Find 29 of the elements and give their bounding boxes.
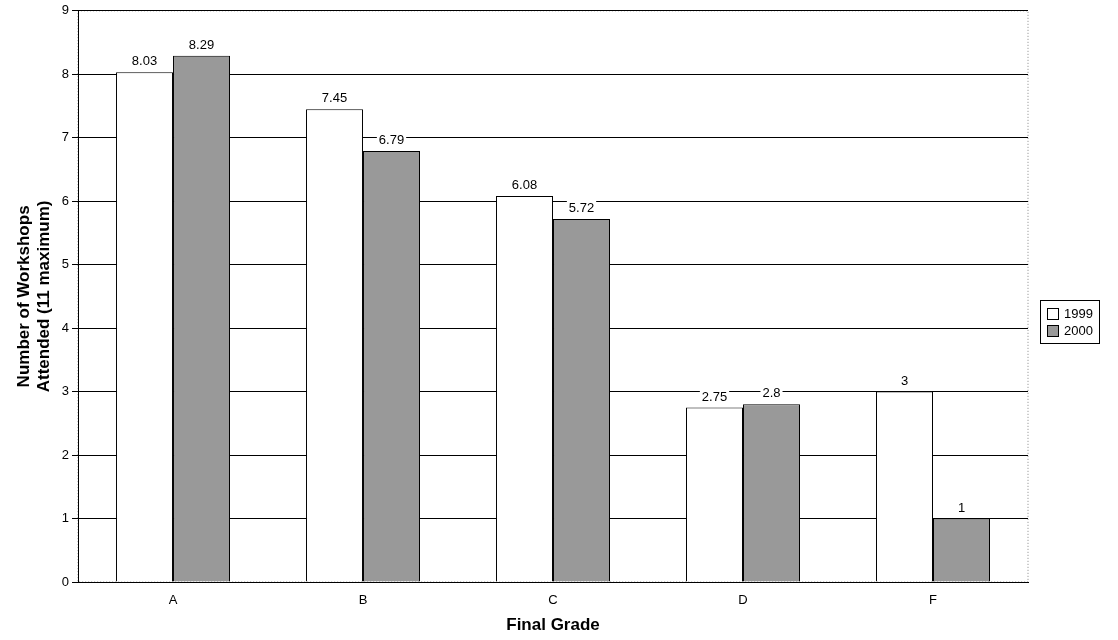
y-tick-label: 8 bbox=[61, 65, 70, 81]
data-label: 1 bbox=[957, 499, 966, 515]
y-tick-label: 1 bbox=[61, 510, 70, 526]
y-tick-label: 2 bbox=[61, 446, 70, 462]
data-label: 8.03 bbox=[131, 53, 158, 69]
y-tick-label: 5 bbox=[61, 256, 70, 272]
x-axis-title: Final Grade bbox=[506, 615, 600, 635]
y-tick-label: 6 bbox=[61, 192, 70, 208]
x-tick-label: D bbox=[738, 592, 748, 608]
x-tick-label: F bbox=[929, 592, 938, 608]
y-tick-label: 0 bbox=[61, 573, 70, 589]
data-label: 2.8 bbox=[762, 385, 781, 401]
y-axis-title: Number of Workshops Attended (11 maximum) bbox=[13, 200, 54, 393]
data-label: 8.29 bbox=[188, 36, 215, 52]
y-tick-label: 3 bbox=[61, 383, 70, 399]
x-tick-label: B bbox=[358, 592, 368, 608]
data-label: 6.08 bbox=[511, 177, 538, 193]
data-label: 7.45 bbox=[321, 90, 348, 106]
data-label: 6.79 bbox=[378, 132, 405, 148]
data-label: 5.72 bbox=[568, 200, 595, 216]
text: 1999 bbox=[1064, 306, 1093, 321]
data-label: 2.75 bbox=[701, 388, 728, 404]
x-tick-label: A bbox=[168, 592, 178, 608]
y-tick-label: 4 bbox=[61, 319, 70, 335]
y-tick-label: 9 bbox=[61, 2, 70, 18]
x-tick-label: C bbox=[548, 592, 558, 608]
y-tick-label: 7 bbox=[61, 129, 70, 145]
legend-label: 2000 bbox=[1064, 323, 1093, 338]
data-label: 3 bbox=[900, 372, 909, 388]
